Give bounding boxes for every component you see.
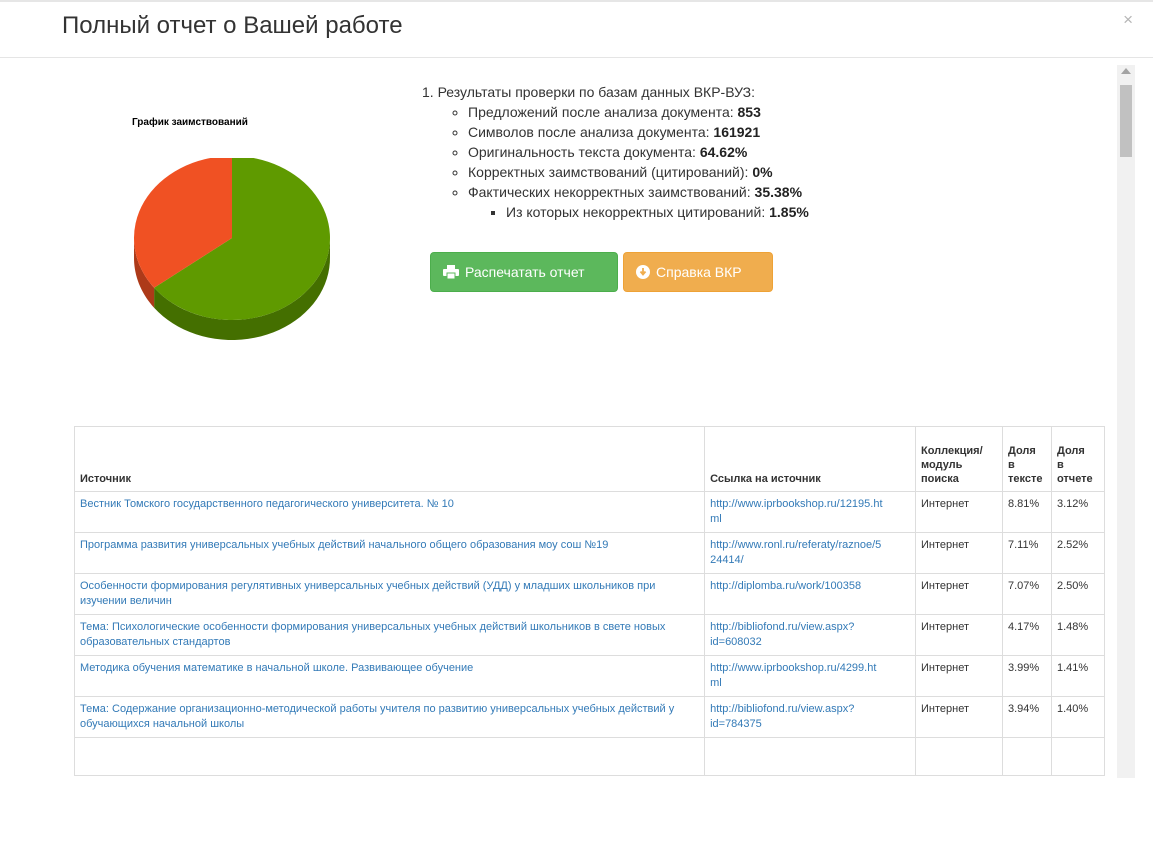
close-button[interactable]: × [1123, 10, 1133, 29]
help-vkr-button[interactable]: Справка ВКР [623, 252, 773, 292]
url-link[interactable]: http://bibliofond.ru/view.aspx? id=784375 [710, 703, 855, 730]
collection-cell: Интернет [915, 491, 1003, 533]
collection-cell: Интернет [915, 614, 1003, 656]
source-link[interactable]: Вестник Томского государственного педаго… [80, 498, 454, 510]
header-share-text: Доля в тексте [1001, 426, 1052, 492]
share-report-cell: 1.48% [1050, 614, 1106, 656]
pie-chart-svg [133, 156, 330, 340]
result-item: Предложений после анализа документа: 853 [468, 102, 809, 122]
url-link[interactable]: http://bibliofond.ru/view.aspx? id=608032 [710, 621, 855, 648]
table-row: Тема: Психологические особенности формир… [73, 614, 1106, 656]
url-cell: http://www.iprbookshop.ru/12195.ht ml [704, 491, 917, 533]
url-cell: http://www.ronl.ru/referaty/raznoe/5 2441… [704, 532, 917, 574]
share-text-cell [1001, 737, 1052, 776]
modal-header: Полный отчет о Вашей работе × [0, 0, 1153, 58]
header-share-report: Доля в отчете [1050, 426, 1106, 492]
result-subitem: Из которых некорректных цитирований: 1.8… [506, 202, 809, 222]
pie-slice-side [134, 236, 155, 308]
share-report-cell: 2.50% [1050, 573, 1106, 615]
sources-table: Источник Ссылка на источник Коллекция/мо… [73, 426, 1106, 776]
source-cell: Методика обучения математике в начальной… [73, 655, 706, 697]
share-text-cell: 8.81% [1001, 491, 1052, 533]
pie-chart [132, 156, 332, 353]
vertical-scrollbar[interactable] [1117, 65, 1135, 778]
url-link[interactable]: http://www.iprbookshop.ru/12195.ht ml [710, 498, 883, 525]
url-link[interactable]: http://www.ronl.ru/referaty/raznoe/5 2441… [710, 539, 882, 566]
share-report-cell: 1.41% [1050, 655, 1106, 697]
source-link[interactable]: Особенности формирования регулятивных ун… [80, 580, 656, 607]
source-link[interactable]: Тема: Содержание организационно-методиче… [80, 703, 675, 730]
download-circle-icon [636, 265, 650, 279]
results-sublist: Из которых некорректных цитирований: 1.8… [468, 202, 809, 222]
source-cell: Вестник Томского государственного педаго… [73, 491, 706, 533]
results-list: Предложений после анализа документа: 853… [422, 102, 809, 222]
url-cell [704, 737, 917, 776]
share-text-cell: 7.11% [1001, 532, 1052, 574]
collection-cell: Интернет [915, 696, 1003, 738]
result-item: Фактических некорректных заимствований: … [468, 182, 809, 222]
collection-cell: Интернет [915, 573, 1003, 615]
help-vkr-label: Справка ВКР [656, 264, 742, 280]
table-row: Программа развития универсальных учебных… [73, 532, 1106, 574]
source-cell [73, 737, 706, 776]
top-border [0, 0, 1153, 2]
source-cell: Особенности формирования регулятивных ун… [73, 573, 706, 615]
source-link[interactable]: Программа развития универсальных учебных… [80, 539, 609, 551]
chart-title: График заимствований [132, 117, 248, 128]
source-link[interactable]: Методика обучения математике в начальной… [80, 662, 474, 674]
results-section: 1. Результаты проверки по базам данных В… [422, 82, 809, 222]
share-text-cell: 7.07% [1001, 573, 1052, 615]
source-cell: Программа развития универсальных учебных… [73, 532, 706, 574]
collection-cell [915, 737, 1003, 776]
source-cell: Тема: Психологические особенности формир… [73, 614, 706, 656]
table-row: Особенности формирования регулятивных ун… [73, 573, 1106, 615]
source-link[interactable]: Тема: Психологические особенности формир… [80, 621, 666, 648]
share-report-cell [1050, 737, 1106, 776]
url-cell: http://www.iprbookshop.ru/4299.ht ml [704, 655, 917, 697]
table-row: Методика обучения математике в начальной… [73, 655, 1106, 697]
header-collection: Коллекция/модуль поиска [915, 426, 1003, 492]
url-cell: http://bibliofond.ru/view.aspx? id=608032 [704, 614, 917, 656]
result-item: Символов после анализа документа: 161921 [468, 122, 809, 142]
collection-cell: Интернет [915, 532, 1003, 574]
header-link: Ссылка на источник [704, 426, 917, 492]
share-text-cell: 4.17% [1001, 614, 1052, 656]
share-text-cell: 3.99% [1001, 655, 1052, 697]
source-cell: Тема: Содержание организационно-методиче… [73, 696, 706, 738]
print-report-button[interactable]: Распечатать отчет [430, 252, 618, 292]
header-source: Источник [73, 426, 706, 492]
print-report-label: Распечатать отчет [465, 264, 585, 280]
share-report-cell: 1.40% [1050, 696, 1106, 738]
table-row [73, 737, 1106, 776]
modal-body: График заимствований 1. Результаты прове… [47, 58, 1117, 778]
url-link[interactable]: http://diplomba.ru/work/100358 [710, 580, 862, 592]
pie-slice [154, 156, 330, 320]
table-row: Тема: Содержание организационно-методиче… [73, 696, 1106, 738]
share-report-cell: 3.12% [1050, 491, 1106, 533]
result-item: Корректных заимствований (цитирований): … [468, 162, 809, 182]
share-text-cell: 3.94% [1001, 696, 1052, 738]
scroll-thumb[interactable] [1120, 85, 1132, 157]
pie-slice-side [154, 236, 330, 340]
print-icon [443, 265, 459, 279]
modal-title: Полный отчет о Вашей работе [62, 12, 403, 39]
result-item: Оригинальность текста документа: 64.62% [468, 142, 809, 162]
collection-cell: Интернет [915, 655, 1003, 697]
table-row: Вестник Томского государственного педаго… [73, 491, 1106, 533]
url-cell: http://bibliofond.ru/view.aspx? id=784375 [704, 696, 917, 738]
table-header-row: Источник Ссылка на источник Коллекция/мо… [73, 426, 1106, 492]
scroll-up-arrow-icon[interactable] [1121, 68, 1131, 74]
url-cell: http://diplomba.ru/work/100358 [704, 573, 917, 615]
share-report-cell: 2.52% [1050, 532, 1106, 574]
results-heading: 1. Результаты проверки по базам данных В… [422, 84, 755, 100]
pie-slice [133, 156, 232, 288]
url-link[interactable]: http://www.iprbookshop.ru/4299.ht ml [710, 662, 877, 689]
